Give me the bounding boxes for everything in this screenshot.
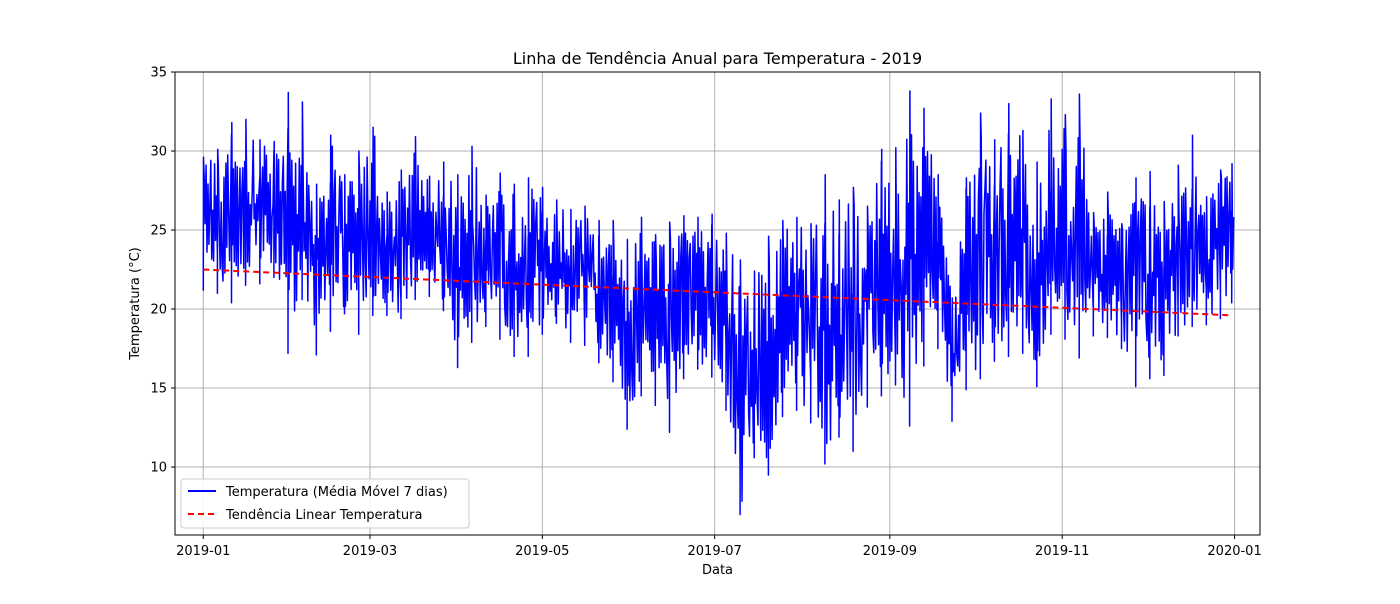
x-tick-label: 2019-03 (343, 544, 397, 559)
legend-box (180, 478, 470, 529)
x-axis-label: Data (702, 563, 733, 578)
x-tick-label: 2019-09 (863, 544, 917, 559)
x-tick-label: 2020-01 (1207, 544, 1261, 559)
x-tick-label: 2019-05 (515, 544, 569, 559)
y-axis-label: Temperatura (°C) (128, 247, 143, 360)
axes-frame (174, 71, 1261, 536)
legend: Temperatura (Média Móvel 7 dias) Tendênc… (180, 478, 470, 529)
y-tick-label: 35 (150, 66, 167, 81)
y-tick-label: 20 (150, 303, 167, 318)
series-line-temperature (202, 90, 1235, 516)
plot-area (202, 90, 1235, 516)
x-tick-label: 2019-07 (688, 544, 742, 559)
y-tick-label: 30 (150, 145, 167, 160)
legend-label-trend: Tendência Linear Temperatura (225, 508, 422, 523)
x-tick-label: 2019-11 (1035, 544, 1089, 559)
y-tick-label: 15 (150, 382, 167, 397)
x-tick-label: 2019-01 (176, 544, 230, 559)
axis-ticks: 2019-01 2019-03 2019-05 2019-07 2019-09 2019-… (150, 66, 1261, 560)
y-tick-label: 10 (150, 461, 167, 476)
chart-title: Linha de Tendência Anual para Temperatur… (513, 49, 922, 68)
legend-label-temperature: Temperatura (Média Móvel 7 dias) (225, 485, 448, 500)
y-tick-label: 25 (150, 224, 167, 239)
series-line-trend (203, 268, 1232, 317)
